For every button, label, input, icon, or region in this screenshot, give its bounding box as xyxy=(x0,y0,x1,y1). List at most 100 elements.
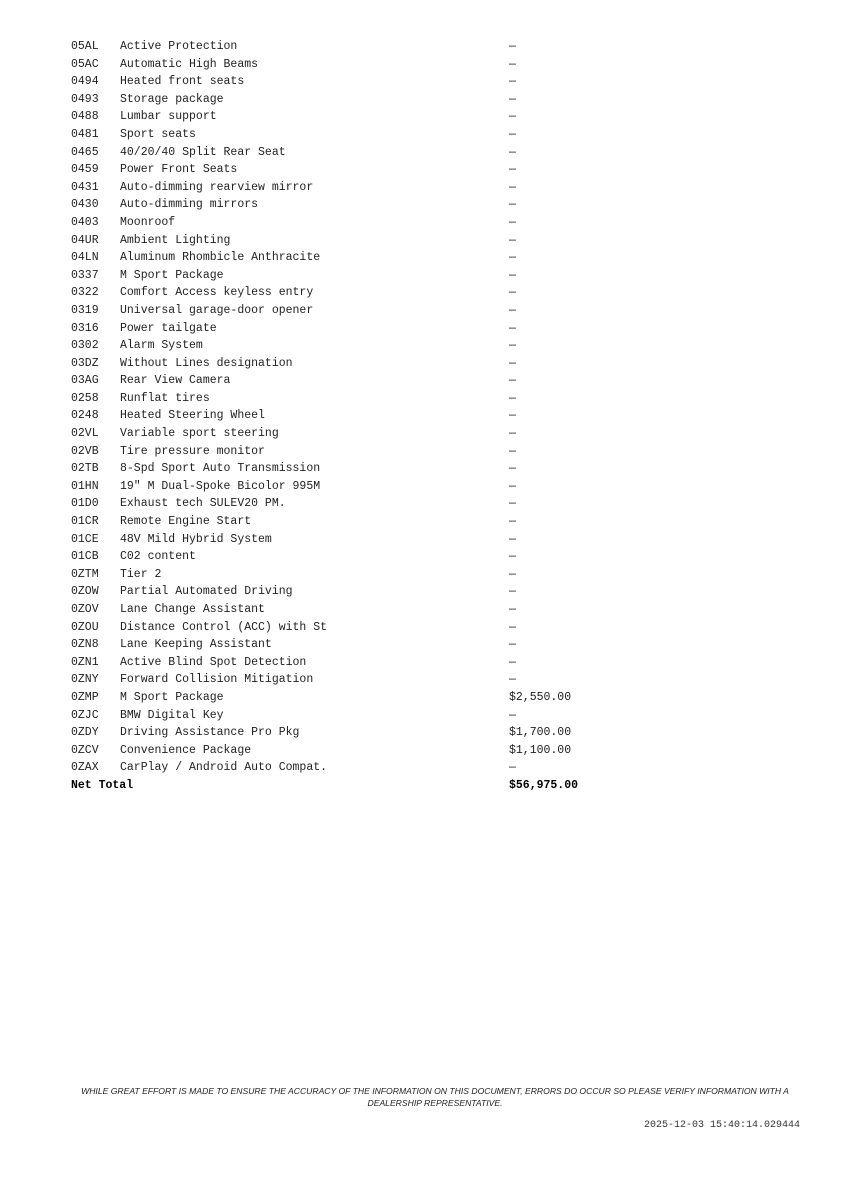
option-description: Lumbar support xyxy=(120,110,217,124)
option-code: 0ZMP xyxy=(71,690,99,704)
option-description: Lane Keeping Assistant xyxy=(120,638,272,652)
option-code: 0248 xyxy=(71,409,99,423)
option-price: — xyxy=(509,127,516,141)
option-code: 03DZ xyxy=(71,356,99,370)
option-price: — xyxy=(509,40,516,53)
option-description: M Sport Package xyxy=(120,690,224,704)
option-price: — xyxy=(509,110,516,124)
option-code: 0494 xyxy=(71,75,99,89)
option-code: 0ZOU xyxy=(71,620,99,634)
option-price: — xyxy=(509,550,516,564)
option-price: — xyxy=(509,92,516,106)
option-code: 04UR xyxy=(71,233,99,247)
option-price: $1,700.00 xyxy=(509,726,572,740)
option-price: — xyxy=(509,655,516,669)
option-description: Rear View Camera xyxy=(120,374,231,388)
option-code: 0ZN1 xyxy=(71,655,99,669)
option-price: — xyxy=(509,567,516,581)
option-code: 0ZN8 xyxy=(71,638,99,652)
option-price: — xyxy=(509,585,516,599)
option-price: — xyxy=(509,180,516,194)
option-code: 0493 xyxy=(71,92,99,106)
option-description: Storage package xyxy=(120,92,224,106)
option-description: 48V Mild Hybrid System xyxy=(120,532,272,546)
option-description: 40/20/40 Split Rear Seat xyxy=(120,145,286,159)
option-code: 01D0 xyxy=(71,497,99,511)
option-price: — xyxy=(509,233,516,247)
option-price: — xyxy=(509,145,516,159)
option-description: Distance Control (ACC) with St xyxy=(120,620,328,634)
option-description: CarPlay / Android Auto Compat. xyxy=(120,761,328,775)
option-description: Auto-dimming rearview mirror xyxy=(120,180,314,194)
option-description: Heated front seats xyxy=(120,75,245,89)
option-description: Ambient Lighting xyxy=(120,233,231,247)
option-description: Universal garage-door opener xyxy=(120,303,314,317)
option-description: Without Lines designation xyxy=(120,356,293,370)
option-code: 0ZAX xyxy=(71,761,99,775)
disclaimer: WHILE GREAT EFFORT IS MADE TO ENSURE THE… xyxy=(81,1086,789,1108)
option-code: 0431 xyxy=(71,180,99,194)
option-price: — xyxy=(509,673,516,687)
option-price: — xyxy=(509,708,516,722)
option-price: — xyxy=(509,356,516,370)
option-description: Exhaust tech SULEV20 PM. xyxy=(120,497,286,511)
option-code: 01CE xyxy=(71,532,99,546)
option-price: — xyxy=(509,57,516,71)
option-code: 0322 xyxy=(71,286,99,300)
net-total-label: Net Total xyxy=(71,778,134,792)
option-description: C02 content xyxy=(120,550,196,564)
option-code: 0ZNY xyxy=(71,673,99,687)
option-code: 0403 xyxy=(71,215,99,229)
option-description: Partial Automated Driving xyxy=(120,585,293,599)
option-price: — xyxy=(509,427,516,441)
option-description: Remote Engine Start xyxy=(120,515,252,529)
option-code: 0459 xyxy=(71,163,99,177)
option-description: Heated Steering Wheel xyxy=(120,409,265,423)
option-price: — xyxy=(509,638,516,652)
option-price: — xyxy=(509,444,516,458)
option-price: — xyxy=(509,251,516,265)
option-code: 02VB xyxy=(71,444,99,458)
option-code: 01CR xyxy=(71,515,99,529)
option-price: — xyxy=(509,75,516,89)
option-code: 0481 xyxy=(71,127,99,141)
option-price: — xyxy=(509,532,516,546)
option-description: Comfort Access keyless entry xyxy=(120,286,314,300)
option-description: 8-Spd Sport Auto Transmission xyxy=(120,462,321,476)
option-price: — xyxy=(509,462,516,476)
option-code: 03AG xyxy=(71,374,99,388)
option-code: 0337 xyxy=(71,268,99,282)
option-description: Runflat tires xyxy=(120,391,210,405)
option-description: Aluminum Rhombicle Anthracite xyxy=(120,251,321,265)
option-description: BMW Digital Key xyxy=(120,708,224,722)
option-description: Tire pressure monitor xyxy=(120,444,265,458)
option-price: — xyxy=(509,198,516,212)
option-price: — xyxy=(509,603,516,616)
option-code: 0302 xyxy=(71,339,99,353)
option-description: Tier 2 xyxy=(120,567,162,581)
option-description: Driving Assistance Pro Pkg xyxy=(120,726,300,740)
option-description: 19" M Dual-Spoke Bicolor 995M xyxy=(120,479,321,493)
option-price: — xyxy=(509,620,516,634)
option-code: 0ZCV xyxy=(71,743,99,757)
option-description: M Sport Package xyxy=(120,268,224,282)
option-code: 01HN xyxy=(71,479,99,493)
option-code: 0430 xyxy=(71,198,99,212)
option-code: 0465 xyxy=(71,145,99,159)
option-description: Alarm System xyxy=(120,339,203,353)
option-price: $2,550.00 xyxy=(509,690,572,704)
option-price: — xyxy=(509,163,516,177)
option-code: 0ZOW xyxy=(71,585,99,599)
option-price: — xyxy=(509,497,516,511)
option-description: Variable sport steering xyxy=(120,427,279,441)
option-price: — xyxy=(509,761,516,775)
timestamp: 2025-12-03 15:40:14.029444 xyxy=(643,1120,800,1131)
option-description: Power Front Seats xyxy=(120,163,238,177)
option-code: 0258 xyxy=(71,391,99,405)
option-description: Forward Collision Mitigation xyxy=(120,673,314,687)
option-price: — xyxy=(509,215,516,229)
option-price: — xyxy=(509,321,516,335)
option-price: — xyxy=(509,515,516,529)
option-description: Convenience Package xyxy=(120,743,252,757)
option-price: — xyxy=(509,268,516,282)
